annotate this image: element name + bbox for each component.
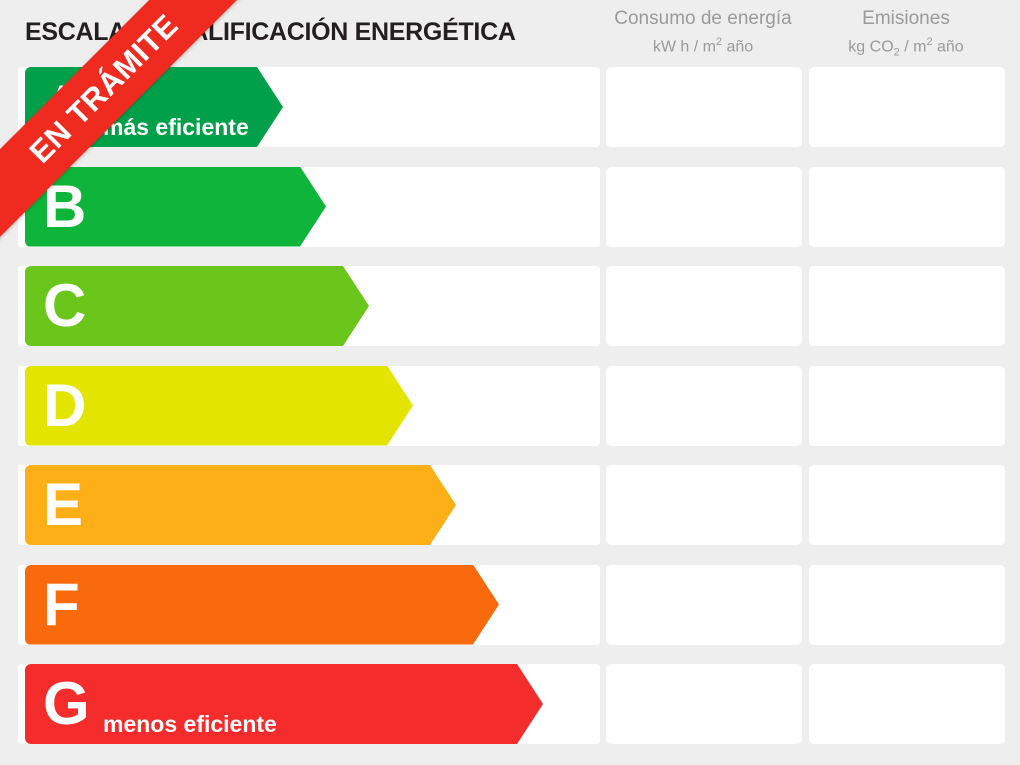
value-consumo-a — [606, 67, 802, 147]
rating-row-c: C — [0, 261, 1020, 351]
rating-letter-d: D — [43, 371, 87, 439]
value-emisiones-g — [809, 664, 1005, 744]
value-box-emisiones-f[interactable] — [809, 564, 1005, 645]
rating-row-e: E — [0, 460, 1020, 550]
rating-row-d: D — [0, 361, 1020, 451]
column-header-consumo: Consumo de energía kW h / m2 año — [605, 6, 801, 58]
value-box-consumo-a[interactable] — [606, 67, 802, 147]
value-consumo-b — [606, 167, 802, 247]
rating-letter-g: G — [43, 670, 90, 737]
rating-letter-e: E — [43, 471, 84, 538]
rating-bar-c[interactable]: C — [25, 266, 369, 346]
value-box-consumo-b[interactable] — [606, 166, 802, 247]
value-emisiones-c — [809, 266, 1005, 346]
column-header-emisiones-title: Emisiones — [862, 8, 950, 29]
rating-letter-c: C — [43, 272, 87, 339]
value-consumo-d — [606, 366, 802, 446]
value-box-emisiones-e[interactable] — [809, 465, 1005, 545]
value-consumo-g — [606, 664, 802, 744]
rating-letter-f: F — [43, 570, 80, 638]
rating-hint-a: más eficiente — [103, 114, 249, 140]
value-box-emisiones-d[interactable] — [809, 365, 1005, 446]
rating-bar-b[interactable]: B — [25, 167, 326, 247]
value-box-emisiones-a[interactable] — [809, 67, 1005, 147]
value-box-consumo-d[interactable] — [606, 365, 802, 446]
column-header-consumo-title: Consumo de energía — [614, 8, 792, 29]
rating-row-b: B — [0, 162, 1020, 252]
value-box-consumo-f[interactable] — [606, 564, 802, 645]
rating-row-f: F — [0, 560, 1020, 650]
value-box-emisiones-g[interactable] — [809, 664, 1005, 744]
value-box-emisiones-b[interactable] — [809, 166, 1005, 247]
column-header-emisiones-units: kg CO2 / m2 año — [848, 36, 964, 59]
column-header-emisiones: Emisiones kg CO2 / m2 año — [808, 6, 1004, 64]
page-title: ESCALA DE CALIFICACIÓN ENERGÉTICA — [25, 18, 516, 46]
value-box-consumo-e[interactable] — [606, 465, 802, 545]
value-box-emisiones-c[interactable] — [809, 266, 1005, 346]
value-emisiones-f — [809, 565, 1005, 645]
column-header-consumo-units: kW h / m2 año — [652, 36, 754, 56]
value-emisiones-d — [809, 366, 1005, 446]
rating-bar-e[interactable]: E — [25, 465, 456, 545]
value-box-consumo-c[interactable] — [606, 266, 802, 346]
value-consumo-c — [606, 266, 802, 346]
value-consumo-e — [606, 465, 802, 545]
value-emisiones-a — [809, 67, 1005, 147]
rating-bar-d[interactable]: D — [25, 366, 413, 446]
value-box-consumo-g[interactable] — [606, 664, 802, 744]
value-emisiones-b — [809, 167, 1005, 247]
value-consumo-f — [606, 565, 802, 645]
rating-hint-g: menos eficiente — [103, 711, 277, 737]
rating-bar-f[interactable]: F — [25, 565, 499, 645]
value-emisiones-e — [809, 465, 1005, 545]
